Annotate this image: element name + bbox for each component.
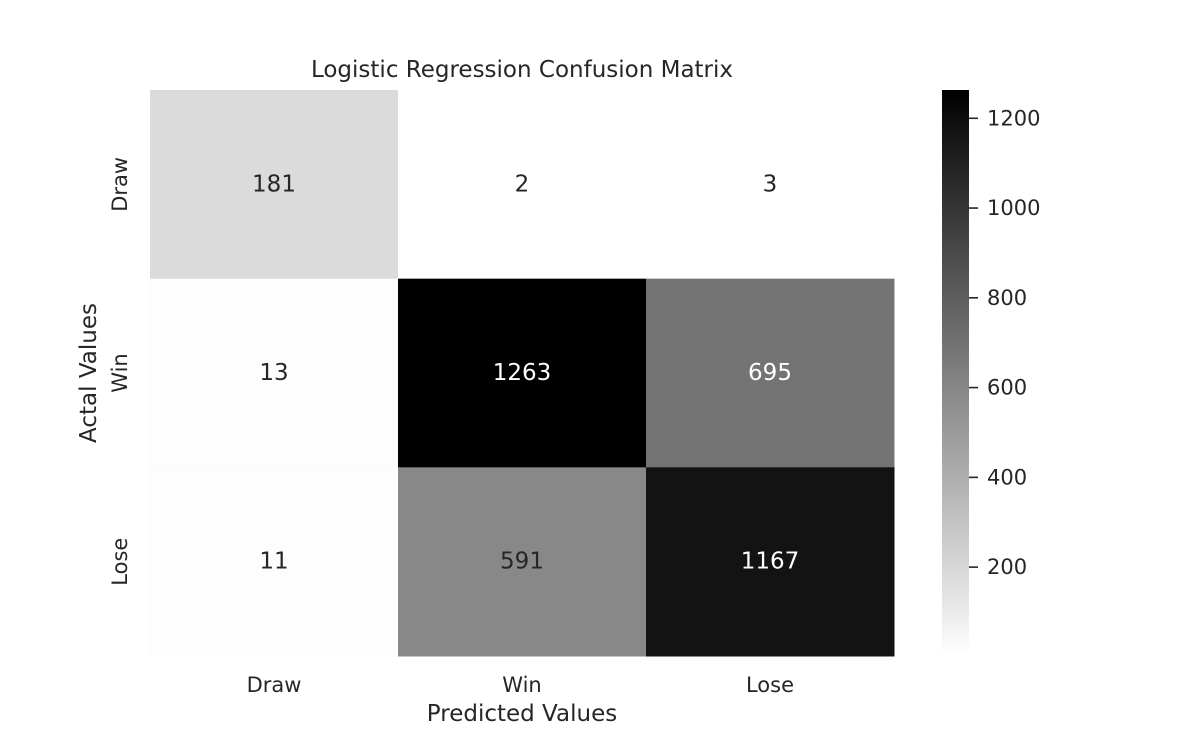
cell-value-label: 11 [259,549,288,575]
cell-value-label: 1167 [741,549,800,575]
colorbar-tick-label: 1000 [987,196,1040,220]
colorbar-ticks: 200 400 600 800 1000 1200 [969,106,1040,579]
x-tick-label: Draw [247,673,302,697]
heatmap-cell [398,467,647,657]
x-axis-ticks: Draw Win Lose [247,673,794,697]
heatmap-cell [150,90,399,280]
colorbar-tick-label: 800 [987,286,1027,310]
colorbar-tick-label: 1200 [987,106,1040,130]
chart-title: Logistic Regression Confusion Matrix [311,57,733,83]
y-axis-label: Actal Values [76,303,102,443]
cell-value-label: 2 [515,171,530,197]
heatmap-cell-labels: 181 2 3 13 1263 695 11 591 1167 [252,171,799,574]
colorbar-tick-label: 600 [987,376,1027,400]
cell-value-label: 1263 [493,360,552,386]
y-tick-label: Lose [108,538,132,586]
heatmap-cell [398,278,647,468]
heatmap-cell [646,90,895,280]
colorbar [942,90,969,656]
cell-value-label: 695 [748,360,792,386]
y-tick-label: Win [108,353,132,392]
colorbar-tick-label: 200 [987,555,1027,579]
cell-value-label: 591 [500,549,544,575]
y-tick-label: Draw [108,157,132,212]
x-axis-label: Predicted Values [427,701,617,727]
colorbar-tick-label: 400 [987,465,1027,489]
heatmap-cell [150,278,399,468]
x-tick-label: Win [502,673,541,697]
heatmap-cell [150,467,399,657]
cell-value-label: 181 [252,171,296,197]
cell-value-label: 3 [763,171,778,197]
heatmap-cells [150,90,895,657]
x-tick-label: Lose [746,673,794,697]
y-axis-ticks: Draw Win Lose [108,157,132,586]
heatmap-cell [398,90,647,280]
cell-value-label: 13 [259,360,288,386]
heatmap-cell [646,467,895,657]
heatmap-cell [646,278,895,468]
